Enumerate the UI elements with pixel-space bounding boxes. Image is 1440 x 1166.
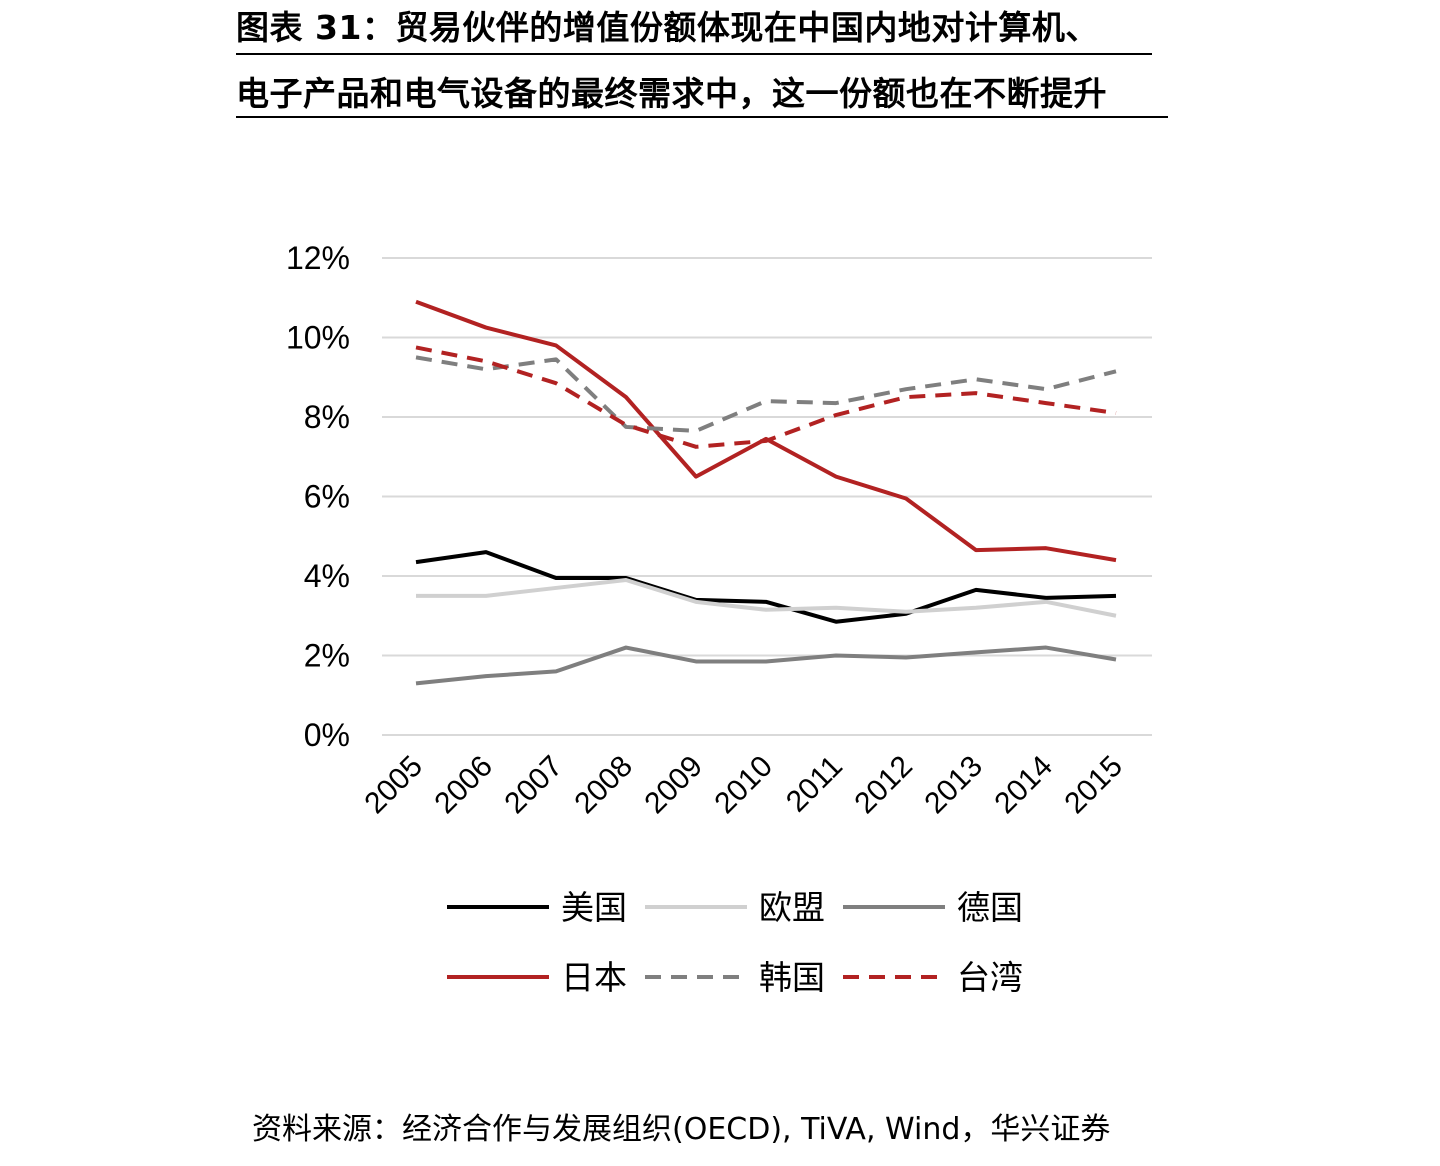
legend-label: 德国 <box>957 888 1023 927</box>
x-tick-label: 2005 <box>358 750 429 821</box>
gridlines <box>382 257 1152 736</box>
x-tick-label: 2013 <box>918 750 989 821</box>
x-tick-label: 2007 <box>498 750 569 821</box>
chart-title-line-1: 图表 31：贸易伙伴的增值份额体现在中国内地对计算机、 <box>236 8 1099 47</box>
chart-title-line-2: 电子产品和电气设备的最终需求中，这一份额也在不断提升 <box>236 74 1107 113</box>
y-tick-label: 12% <box>286 240 350 276</box>
y-tick-label: 4% <box>304 558 350 594</box>
x-tick-label: 2012 <box>848 750 919 821</box>
y-axis: 0% 2% 4% 6% 8% 10% 12% <box>286 240 350 753</box>
source-note: 资料来源：经济合作与发展组织(OECD), TiVA, Wind，华兴证券 <box>252 1112 1111 1147</box>
y-tick-label: 10% <box>286 320 350 356</box>
legend-label: 日本 <box>561 958 627 997</box>
title-underline-1 <box>236 53 1152 55</box>
x-tick-label: 2006 <box>428 750 499 821</box>
x-tick-label: 2009 <box>638 750 709 821</box>
x-axis: 2005 2006 2007 2008 2009 2010 2011 2012 2013 2014… <box>358 750 1129 821</box>
series-line-4 <box>415 299 1117 563</box>
x-tick-label: 2008 <box>568 750 639 821</box>
series-line-1 <box>415 550 1117 624</box>
legend-label: 美国 <box>561 888 627 927</box>
x-tick-label: 2014 <box>988 750 1059 821</box>
series-lines <box>415 299 1117 686</box>
series-line-5 <box>415 355 1117 433</box>
x-tick-label: 2015 <box>1058 750 1129 821</box>
title-underline-2 <box>236 116 1168 118</box>
y-tick-label: 2% <box>304 638 350 674</box>
legend-label: 韩国 <box>759 958 825 997</box>
y-tick-label: 8% <box>304 399 350 435</box>
x-tick-label: 2011 <box>780 750 849 819</box>
series-line-6 <box>415 345 1117 449</box>
x-tick-label: 2010 <box>708 750 779 821</box>
series-line-3 <box>415 645 1117 686</box>
legend-label: 台湾 <box>957 958 1023 997</box>
y-tick-label: 0% <box>304 717 350 753</box>
legend-label: 欧盟 <box>759 888 825 927</box>
y-tick-label: 6% <box>304 479 350 515</box>
series-line-2 <box>416 577 1117 618</box>
